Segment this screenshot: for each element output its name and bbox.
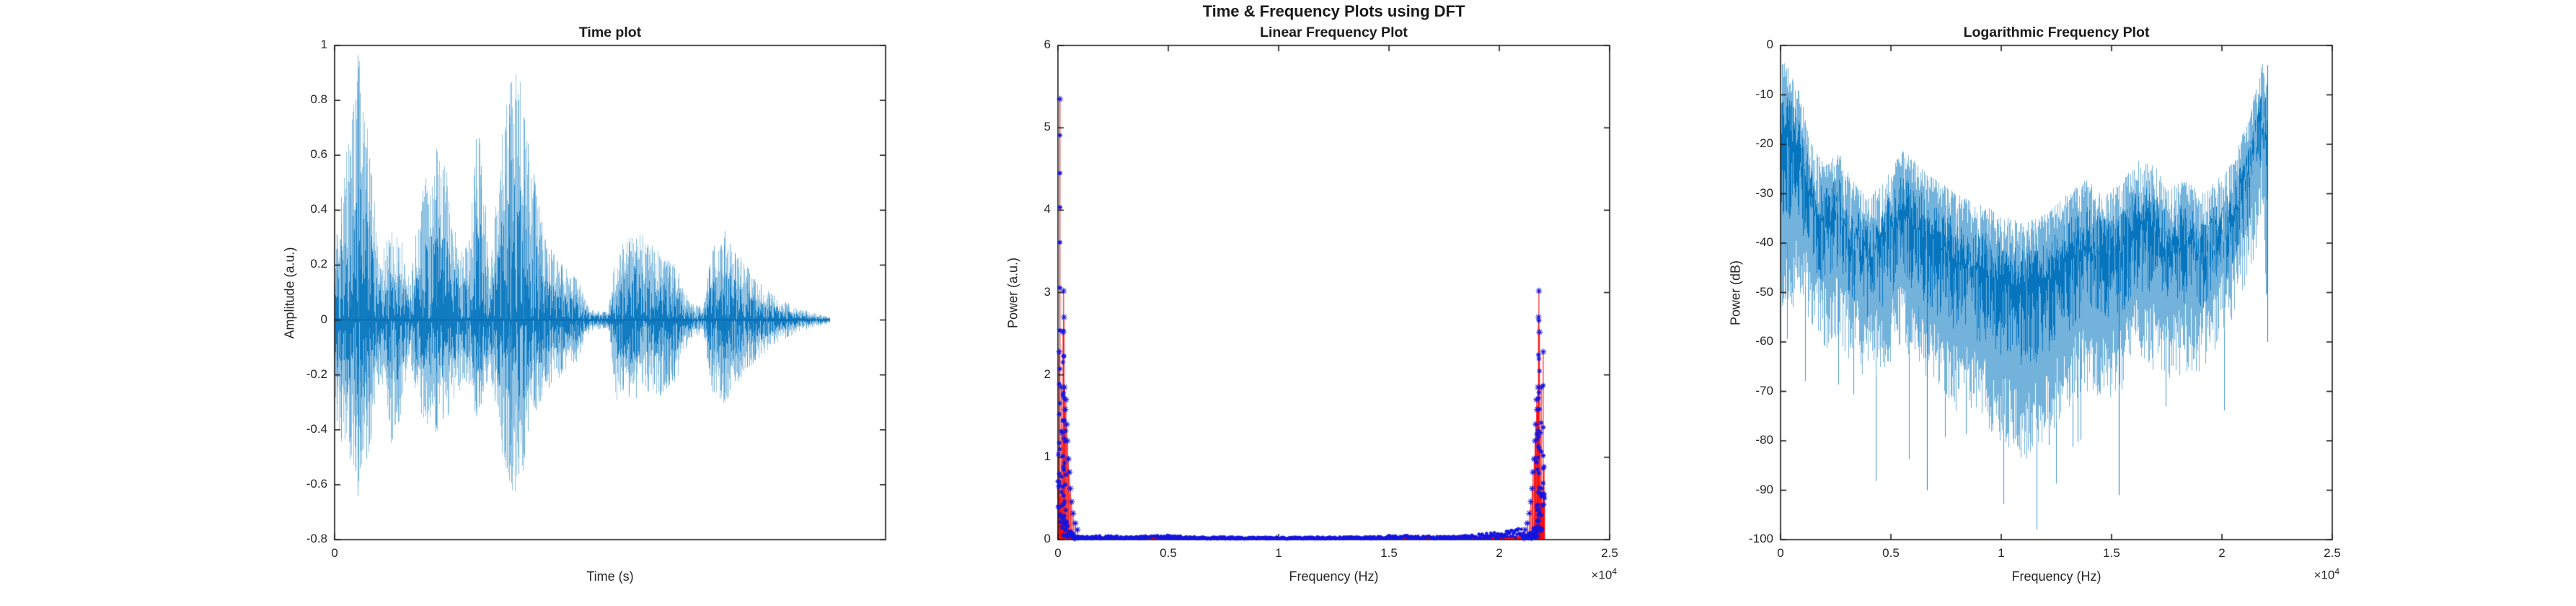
exponent-power: 4 [2334,566,2339,576]
y-tick-label: -0.2 [306,366,327,381]
y-tick-label: -20 [1755,136,1773,150]
y-tick-label: -70 [1755,383,1773,398]
x-tick-label: 1 [1275,546,1282,560]
logarithmic-frequency-plot-canvas [1768,32,2345,553]
logarithmic-frequency-x-exponent: ×104 [2231,566,2339,583]
y-tick-label: 0 [320,312,327,326]
x-tick-label: 2.5 [2324,546,2341,560]
y-tick-label: -40 [1755,235,1773,249]
x-tick-label: 0.5 [1160,546,1177,560]
y-tick-label: -0.8 [306,532,327,545]
x-tick-label: 0 [1054,546,1062,560]
figure-suptitle: Time & Frequency Plots using DFT [1202,2,1465,20]
logarithmic-frequency-plot-title: Logarithmic Frequency Plot [1963,25,2150,40]
y-tick-label: -60 [1755,334,1773,348]
linear-frequency-plot-ylabel: Power (a.u.) [1005,257,1020,328]
linear-frequency-plot-canvas [1045,32,1623,553]
y-tick-label: -80 [1755,433,1773,447]
y-tick-label: 3 [1044,284,1051,299]
exponent-power: 4 [1612,566,1617,576]
y-tick-label: -90 [1755,482,1773,496]
exponent-base: ×10 [1591,568,1613,582]
y-tick-label: 1 [320,38,327,51]
y-tick-label: 4 [1044,202,1051,216]
x-tick-label: 1.5 [1380,546,1398,560]
y-tick-label: -50 [1755,284,1773,299]
y-tick-label: 5 [1044,120,1051,134]
logarithmic-frequency-plot-xlabel: Frequency (Hz) [2011,569,2101,584]
time-plot-ylabel: Amplitude (a.u.) [282,246,297,339]
y-tick-label: -0.4 [306,421,327,436]
y-tick-label: 0 [1044,532,1051,545]
y-tick-label: 0.4 [310,202,327,216]
exponent-base: ×10 [2313,568,2335,582]
time-plot-canvas [322,32,899,553]
x-tick-label: 0 [1777,546,1784,560]
linear-frequency-plot-xlabel: Frequency (Hz) [1289,569,1379,584]
linear-frequency-plot-title: Linear Frequency Plot [1260,25,1408,40]
linear-frequency-x-exponent: ×104 [1509,566,1617,583]
y-tick-label: 0.6 [310,147,327,162]
x-tick-label: 1.5 [2103,546,2120,560]
y-tick-label: 6 [1044,38,1051,51]
y-tick-label: 0 [1766,38,1773,51]
y-tick-label: -100 [1748,532,1773,545]
logarithmic-frequency-plot-ylabel: Power (dB) [1728,260,1743,325]
x-tick-label: 1 [1998,546,2005,560]
y-tick-label: 2 [1044,366,1051,381]
y-tick-label: -10 [1755,87,1773,101]
y-tick-label: 0.2 [310,257,327,271]
y-tick-label: 1 [1044,449,1051,463]
y-tick-label: -0.6 [306,476,327,491]
x-tick-label: 0.5 [1882,546,1900,560]
time-plot-title: Time plot [578,25,642,40]
time-plot-xlabel: Time (s) [586,569,634,584]
y-tick-label: -30 [1755,185,1773,200]
x-tick-label: 0 [331,546,338,560]
x-tick-label: 2 [2218,546,2226,560]
x-tick-label: 2 [1496,546,1503,560]
x-tick-label: 2.5 [1601,546,1618,560]
y-tick-label: 0.8 [310,92,327,107]
